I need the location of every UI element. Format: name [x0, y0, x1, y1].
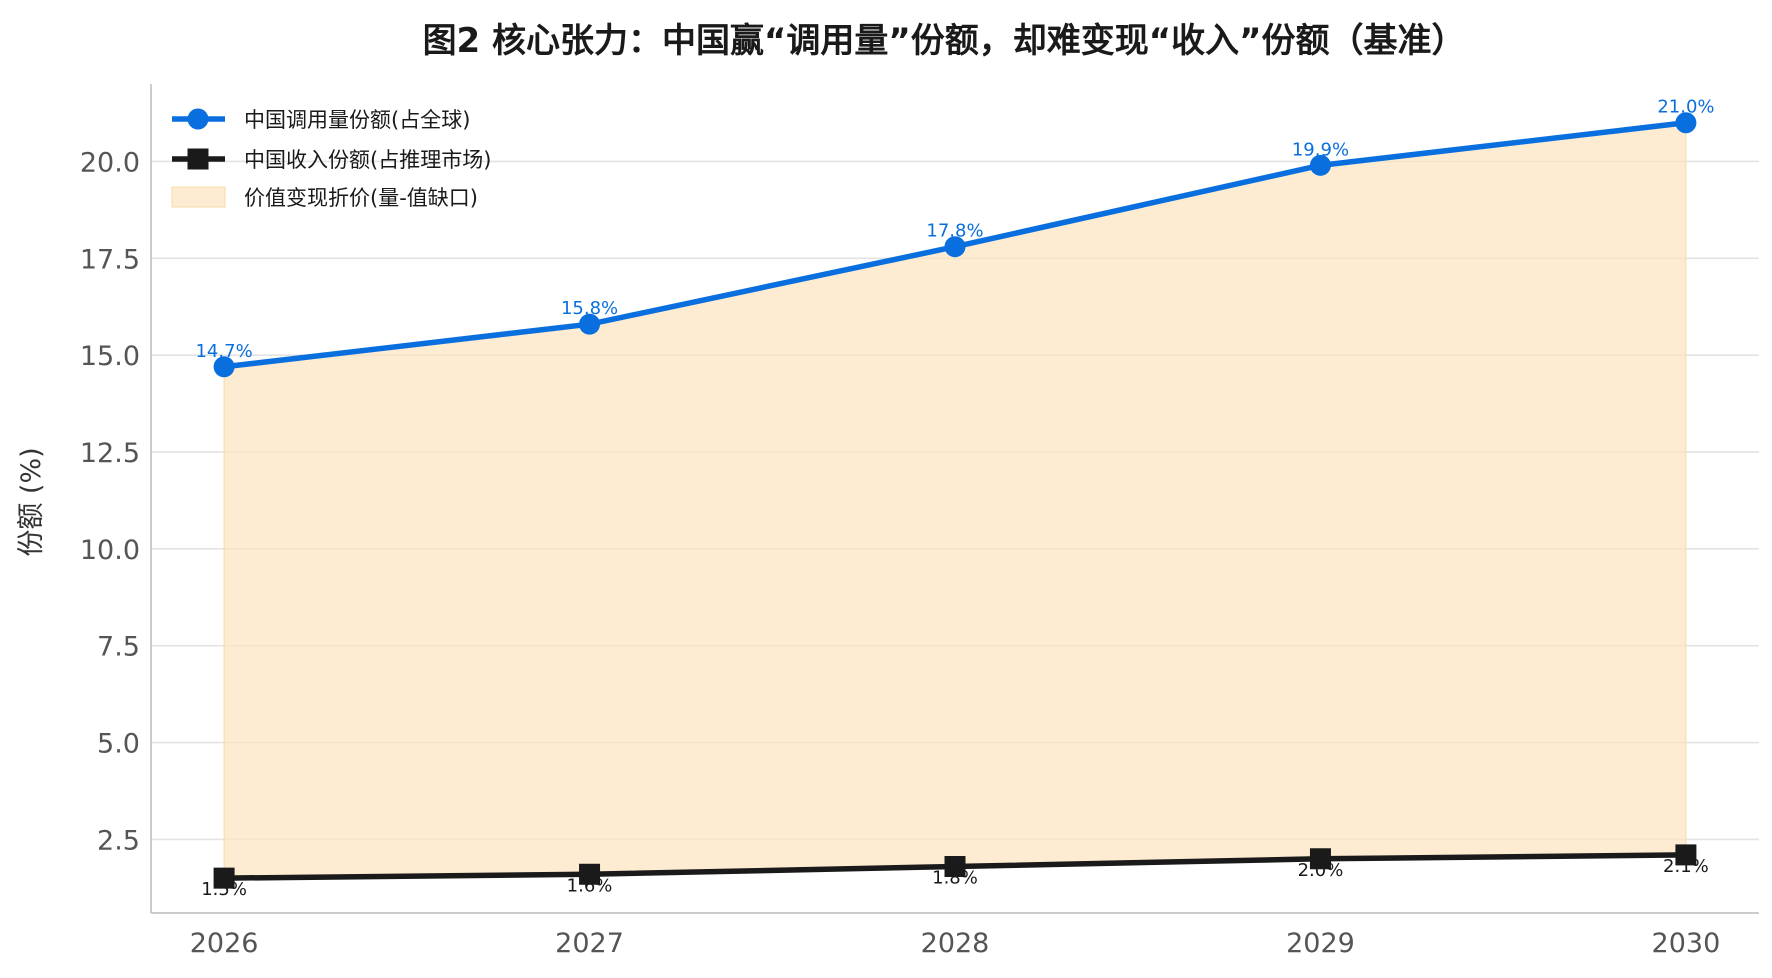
series-0-label-1: 15.8% — [561, 298, 618, 319]
legend: 中国调用量份额(占全球) 中国收入份额(占推理市场) 价值变现折价(量-值缺口) — [171, 108, 491, 210]
y-tick-label-2: 7.5 — [97, 632, 140, 663]
legend-marker-0 — [187, 108, 209, 130]
y-tick-label-7: 20.0 — [80, 147, 140, 178]
y-tick-label-5: 15.0 — [80, 341, 140, 372]
series-1-label-4: 2.1% — [1663, 856, 1709, 877]
series-0-label-3: 19.9% — [1292, 139, 1349, 160]
chart-title: 图2 核心张力：中国赢“调用量”份额，却难变现“收入”份额（基准） — [423, 21, 1466, 61]
series-layer — [213, 112, 1697, 889]
y-tick-label-6: 17.5 — [80, 244, 140, 275]
data-labels: 14.7% 15.8% 17.8% 19.9% 21.0% 1.5% 1.6% 1.8% 2.0… — [195, 97, 1714, 900]
x-tick-label-0: 2026 — [190, 928, 259, 959]
series-1-label-2: 1.8% — [932, 868, 978, 889]
series-0-point-0 — [213, 356, 235, 378]
series-0-point-4 — [1675, 112, 1697, 134]
series-0-point-1 — [579, 313, 601, 335]
x-tick-label-2: 2028 — [921, 928, 990, 959]
axes — [150, 84, 1759, 914]
series-0-label-4: 21.0% — [1657, 97, 1714, 118]
legend-label-gap: 价值变现折价(量-值缺口) — [244, 186, 478, 210]
x-tick-label-3: 2029 — [1286, 928, 1355, 959]
y-tick-label-1: 5.0 — [97, 729, 140, 760]
series-0-point-2 — [944, 236, 966, 258]
tick-labels: 2.5 5.0 7.5 10.0 12.5 15.0 17.5 20.0 2026 2027 202… — [80, 147, 1720, 959]
y-tick-label-3: 10.0 — [80, 535, 140, 566]
series-1-label-0: 1.5% — [201, 879, 247, 900]
series-1-point-3 — [1309, 848, 1331, 870]
series-1-point-2 — [944, 856, 966, 878]
series-0-label-2: 17.8% — [926, 221, 983, 242]
series-0-point-3 — [1309, 154, 1331, 176]
legend-label-0: 中国调用量份额(占全球) — [244, 108, 470, 132]
series-1-point-0 — [213, 867, 235, 889]
legend-swatch-gap — [171, 186, 226, 208]
y-tick-label-0: 2.5 — [97, 825, 140, 856]
legend-marker-1 — [187, 148, 209, 170]
series-0-label-0: 14.7% — [195, 341, 252, 362]
series-1-label-3: 2.0% — [1298, 860, 1344, 881]
x-tick-label-4: 2030 — [1652, 928, 1721, 959]
legend-label-1: 中国收入份额(占推理市场) — [244, 148, 491, 172]
y-tick-label-4: 12.5 — [80, 438, 140, 469]
series-1-point-1 — [579, 863, 601, 885]
series-1-label-1: 1.6% — [567, 875, 613, 896]
x-tick-label-1: 2027 — [555, 928, 624, 959]
series-1-point-4 — [1675, 844, 1697, 866]
y-axis-label: 份额 (%) — [16, 447, 47, 556]
